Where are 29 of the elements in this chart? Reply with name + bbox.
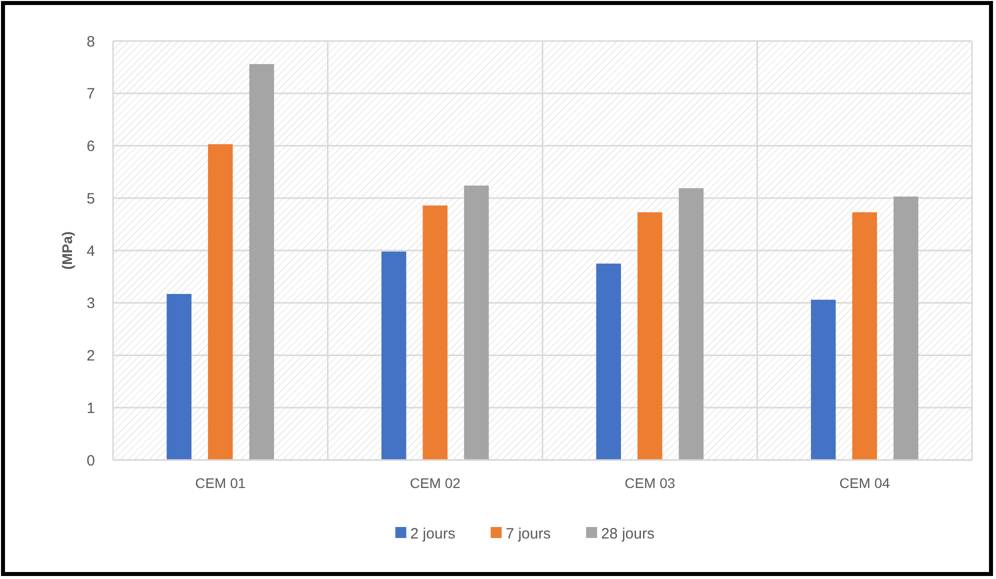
x-tick-label: CEM 01 — [195, 475, 246, 491]
bar — [208, 144, 233, 460]
y-tick-label: 5 — [86, 190, 95, 208]
bar — [249, 64, 274, 460]
y-tick-label: 8 — [86, 33, 95, 50]
bar — [894, 196, 918, 460]
y-tick-label: 7 — [86, 86, 95, 103]
bar — [381, 252, 406, 460]
bar — [810, 300, 836, 460]
x-tick-label: CEM 03 — [624, 475, 676, 491]
bar — [678, 188, 704, 460]
y-tick-label: 2 — [86, 348, 95, 364]
y-tick-label: 6 — [86, 138, 95, 155]
x-tick-label: CEM 02 — [410, 475, 461, 491]
legend-label: 28 jours — [601, 525, 654, 542]
legend-label: 7 jours — [506, 525, 551, 542]
y-axis-title: (MPa) — [59, 231, 75, 270]
y-tick-label: 3 — [86, 295, 95, 312]
bar — [464, 186, 489, 460]
bar — [852, 212, 878, 460]
y-tick-label: 4 — [86, 242, 95, 260]
legend-label: 2 jours — [410, 525, 456, 542]
bar — [596, 264, 621, 460]
bar — [422, 205, 448, 460]
x-tick-label: CEM 04 — [839, 475, 890, 491]
bar — [637, 212, 662, 460]
bar — [166, 294, 192, 460]
y-tick-label: 0 — [86, 452, 95, 470]
y-tick-label: 1 — [86, 400, 95, 417]
